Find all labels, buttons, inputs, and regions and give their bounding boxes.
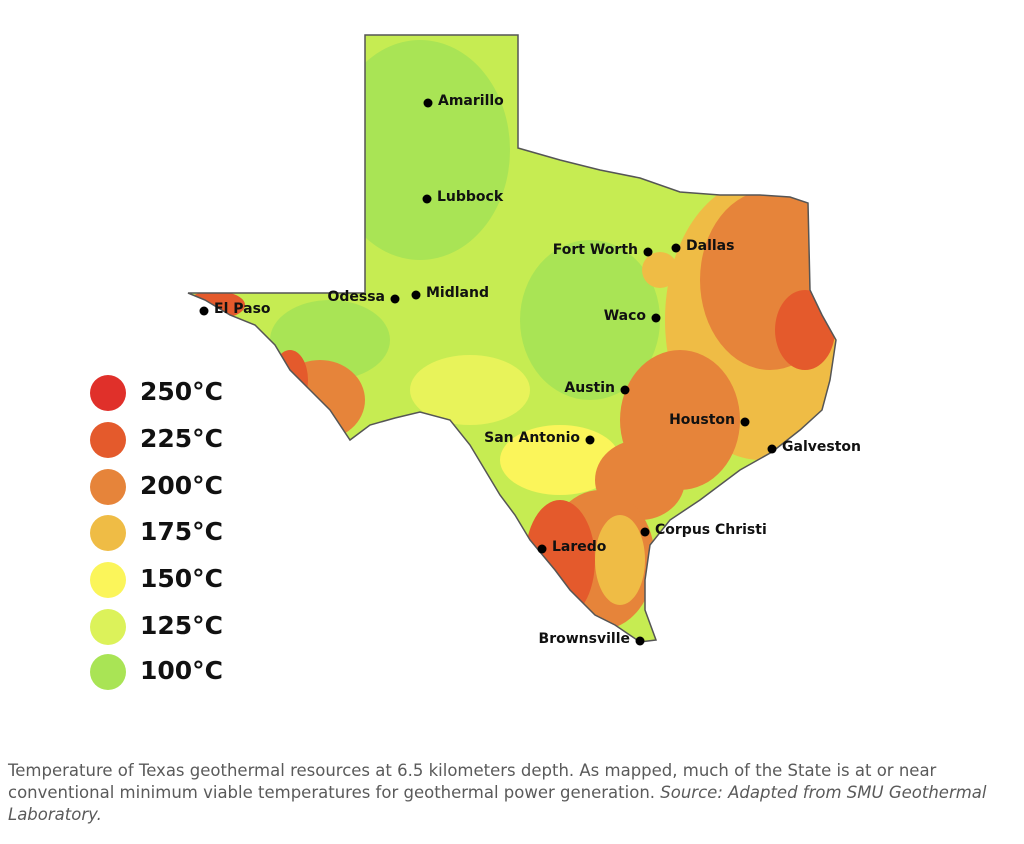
legend-swatch xyxy=(90,422,126,458)
city-dot xyxy=(422,194,432,204)
city-label: Dallas xyxy=(686,238,734,254)
city-dot xyxy=(199,306,209,316)
city-dot xyxy=(635,636,645,646)
city-dot xyxy=(411,290,421,300)
city-label: Midland xyxy=(426,285,489,301)
city-label: Fort Worth xyxy=(553,242,638,258)
legend-label: 250°C xyxy=(140,377,223,406)
legend-swatch xyxy=(90,515,126,551)
city-label: San Antonio xyxy=(484,430,580,446)
city-dot xyxy=(620,385,630,395)
map: 250°C 225°C 200°C 175°C 150°C 125°C 100°C Amar… xyxy=(90,34,861,690)
legend-swatch xyxy=(90,469,126,505)
city-dot xyxy=(640,527,650,537)
legend-label: 175°C xyxy=(140,517,223,546)
city-dot xyxy=(671,243,681,253)
legend-swatch xyxy=(90,609,126,645)
legend-label: 100°C xyxy=(140,656,223,685)
city-label: El Paso xyxy=(214,301,271,317)
city-label: Waco xyxy=(604,308,647,324)
city-label: Brownsville xyxy=(539,631,630,647)
city-dot xyxy=(740,417,750,427)
city-label: Corpus Christi xyxy=(655,522,767,538)
city-label: Lubbock xyxy=(437,189,504,205)
legend-swatch xyxy=(90,375,126,411)
city-dot xyxy=(585,435,595,445)
city-label: Houston xyxy=(669,412,735,428)
city-dot xyxy=(537,544,547,554)
cities: Amarillo Lubbock Fort Worth Dallas Odessa Mid… xyxy=(199,93,861,647)
legend-swatch xyxy=(90,654,126,690)
city-label: Odessa xyxy=(327,289,385,305)
caption-source: Source: Adapted from SMU Geothermal Labo… xyxy=(8,783,987,824)
caption: Temperature of Texas geothermal resource… xyxy=(8,760,998,826)
city-dot xyxy=(643,247,653,257)
legend-swatch xyxy=(90,562,126,598)
city-label: Galveston xyxy=(782,439,861,455)
city-dot xyxy=(651,313,661,323)
city-label: Austin xyxy=(564,380,615,396)
city-label: Amarillo xyxy=(438,93,504,109)
city-dot xyxy=(423,98,433,108)
city-dot xyxy=(767,444,777,454)
legend-label: 200°C xyxy=(140,471,223,500)
legend-label: 225°C xyxy=(140,424,223,453)
legend-label: 150°C xyxy=(140,564,223,593)
legend-label: 125°C xyxy=(140,611,223,640)
city-label: Laredo xyxy=(552,539,607,555)
city-dot xyxy=(390,294,400,304)
caption-text: Temperature of Texas geothermal resource… xyxy=(8,761,937,802)
legend: 250°C 225°C 200°C 175°C 150°C 125°C 100°C xyxy=(90,375,223,690)
